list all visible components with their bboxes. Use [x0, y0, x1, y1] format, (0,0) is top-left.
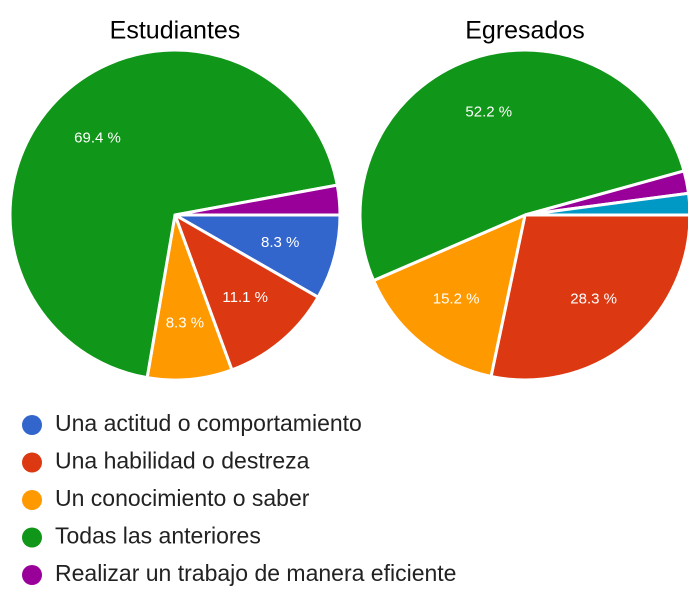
legend-marker	[22, 527, 42, 548]
legend-label: Una actitud o comportamiento	[55, 410, 362, 436]
pie-slice	[358, 48, 686, 283]
chart-title: Egresados	[465, 17, 585, 45]
legend-marker	[22, 452, 42, 473]
slice-label: 15.2 %	[433, 290, 480, 307]
legend-label: Realizar un trabajo de manera eficiente	[55, 560, 456, 586]
pie-slice	[169, 213, 342, 300]
legend-label: Todas las anteriores	[55, 523, 261, 549]
slice-label: 52.2 %	[465, 103, 512, 120]
pie-slice	[489, 213, 688, 382]
chart-title: Estudiantes	[110, 17, 241, 45]
slice-label: 8.3 %	[261, 234, 299, 251]
slice-label: 69.4 %	[74, 129, 121, 146]
slice-label: 28.3 %	[570, 291, 617, 308]
pie-slice	[174, 183, 342, 217]
legend-marker	[22, 415, 42, 435]
pie-slice	[8, 48, 340, 380]
pie-slice	[524, 169, 688, 217]
legend-marker	[22, 490, 42, 510]
slice-label: 8.3 %	[166, 314, 204, 331]
pie-slice	[524, 191, 688, 217]
legend-label: Un conocimiento o saber	[55, 485, 310, 511]
legend-marker	[22, 565, 42, 585]
slice-label: 11.1 %	[222, 289, 268, 306]
pie-slice	[172, 211, 321, 372]
legend-label: Una habilidad o destreza	[55, 448, 310, 474]
pie-slice	[371, 212, 528, 379]
